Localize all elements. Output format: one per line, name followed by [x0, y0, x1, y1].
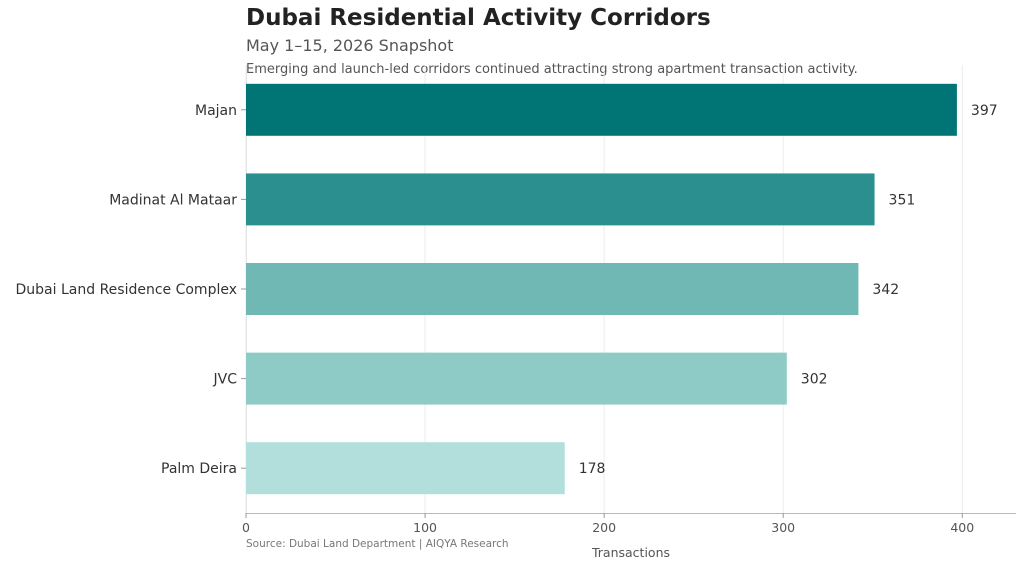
x-tick-label: 0 — [242, 520, 250, 535]
chart-source: Source: Dubai Land Department | AIQYA Re… — [246, 538, 509, 550]
value-label: 178 — [579, 461, 606, 477]
category-label: JVC — [213, 372, 238, 388]
bar — [246, 352, 787, 405]
bar — [246, 173, 875, 226]
x-tick-label: 300 — [771, 520, 795, 535]
chart-annotation: Emerging and launch-led corridors contin… — [246, 62, 858, 77]
category-label: Dubai Land Residence Complex — [16, 282, 237, 298]
value-label: 342 — [872, 282, 899, 298]
x-tick-label: 200 — [592, 520, 616, 535]
chart-subtitle: May 1–15, 2026 Snapshot — [246, 36, 454, 55]
category-label: Palm Deira — [161, 461, 237, 477]
value-label: 302 — [801, 372, 828, 388]
category-label: Majan — [195, 103, 237, 119]
bar — [246, 83, 957, 136]
x-tick-label: 100 — [413, 520, 437, 535]
x-tick-label: 400 — [950, 520, 974, 535]
chart-title: Dubai Residential Activity Corridors — [246, 5, 711, 31]
x-axis-label: Transactions — [591, 545, 670, 560]
category-label: Madinat Al Mataar — [109, 192, 237, 208]
bar — [246, 442, 565, 495]
bar — [246, 263, 859, 315]
value-label: 351 — [889, 192, 916, 208]
value-label: 397 — [971, 103, 998, 119]
